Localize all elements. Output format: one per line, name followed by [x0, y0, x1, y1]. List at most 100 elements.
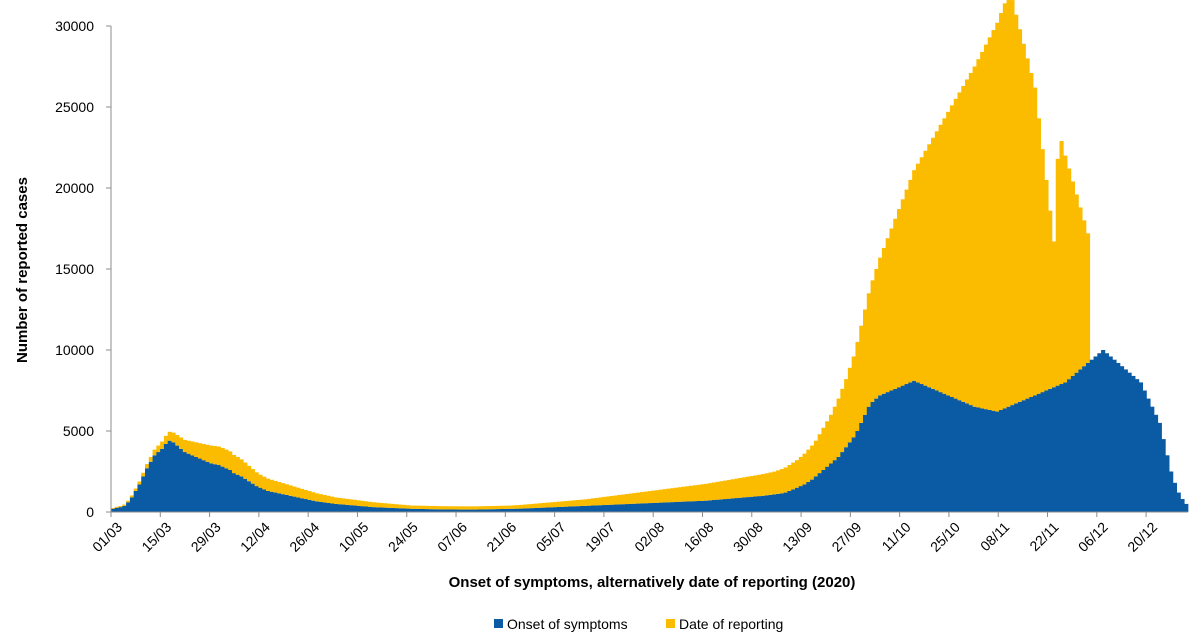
bar-onset	[1078, 369, 1083, 512]
bar-onset	[394, 508, 399, 512]
bar-onset	[1172, 482, 1178, 512]
bar-onset	[590, 505, 596, 512]
bar-onset	[360, 506, 365, 512]
bar-onset	[995, 411, 1000, 512]
bar-reporting	[636, 492, 641, 504]
bar-reporting	[961, 85, 966, 402]
bar-reporting	[322, 494, 327, 503]
bar-onset	[243, 478, 248, 512]
bar-reporting	[247, 465, 252, 482]
bar-reporting	[949, 105, 955, 397]
bar-reporting	[220, 448, 225, 467]
bar-onset	[1180, 499, 1185, 512]
bar-onset	[583, 505, 588, 512]
x-axis-title: Onset of symptoms, alternatively date of…	[449, 574, 856, 591]
bar-reporting	[829, 414, 834, 464]
plot-area	[111, 0, 1189, 512]
bar-onset	[205, 461, 210, 512]
bar-reporting	[375, 502, 380, 508]
bar-onset	[779, 493, 784, 512]
bar-reporting	[817, 434, 822, 474]
bar-reporting	[470, 506, 475, 510]
bar-reporting	[129, 495, 135, 498]
bar-reporting	[708, 483, 713, 501]
bar-reporting	[965, 79, 970, 404]
bar-reporting	[367, 501, 373, 507]
bar-onset	[292, 496, 297, 512]
bar-onset	[507, 508, 512, 512]
bar-onset	[273, 492, 278, 512]
bar-reporting	[311, 492, 316, 501]
bar-reporting	[999, 13, 1004, 410]
bar-reporting	[201, 443, 206, 461]
bar-reporting	[863, 309, 868, 415]
bar-onset	[794, 487, 800, 512]
bar-reporting	[613, 495, 618, 505]
bar-reporting	[760, 474, 766, 496]
bar-reporting	[235, 456, 240, 475]
y-tick-label: 25000	[55, 99, 94, 115]
bar-onset	[534, 507, 539, 512]
bar-onset	[749, 496, 754, 512]
bar-onset	[621, 504, 626, 512]
bar-onset	[1010, 405, 1015, 512]
bar-reporting	[624, 494, 630, 505]
legend: Onset of symptoms Date of reporting	[494, 616, 783, 632]
x-tick-label: 15/03	[138, 519, 174, 555]
bar-onset	[726, 498, 732, 512]
bar-reporting	[1044, 179, 1049, 391]
bar-reporting	[662, 489, 667, 503]
bar-reporting	[519, 504, 524, 509]
bar-reporting	[866, 293, 871, 407]
bar-onset	[866, 406, 871, 512]
bar-onset	[965, 403, 970, 512]
bar-onset	[927, 387, 932, 512]
bar-onset	[640, 503, 645, 512]
bar-reporting	[980, 51, 985, 409]
bar-reporting	[405, 505, 410, 509]
bar-onset	[228, 469, 233, 512]
bar-reporting	[757, 474, 762, 497]
bar-reporting	[424, 505, 429, 510]
bar-reporting	[179, 437, 184, 449]
bar-onset	[383, 507, 388, 512]
bar-onset	[141, 476, 146, 512]
bar-reporting	[1017, 29, 1023, 402]
bar-onset	[322, 502, 327, 512]
bar-onset	[855, 431, 860, 512]
x-tick-label: 22/11	[1026, 519, 1062, 555]
bar-reporting	[326, 495, 331, 503]
bar-onset	[111, 508, 116, 512]
bar-onset	[420, 509, 425, 512]
bar-onset	[315, 501, 320, 512]
legend-swatch-reporting	[666, 619, 675, 628]
bar-onset	[643, 503, 648, 512]
bar-onset	[579, 506, 584, 512]
bar-reporting	[167, 431, 172, 441]
bar-reporting	[265, 478, 271, 491]
bar-onset	[904, 384, 909, 512]
bar-onset	[337, 504, 342, 512]
bar-reporting	[991, 30, 996, 411]
bar-reporting	[1029, 72, 1034, 397]
bar-onset	[957, 400, 962, 512]
bar-reporting	[224, 449, 229, 469]
bar-reporting	[1082, 220, 1087, 367]
bar-onset	[538, 507, 543, 512]
bar-reporting	[175, 435, 180, 446]
bar-onset	[262, 489, 267, 512]
bar-onset	[719, 499, 724, 512]
bar-reporting	[337, 497, 342, 505]
bar-onset	[1063, 382, 1068, 512]
bar-reporting	[564, 500, 569, 507]
bar-reporting	[262, 476, 267, 490]
bar-onset	[1040, 392, 1045, 512]
bar-reporting	[572, 500, 577, 507]
bar-onset	[118, 507, 123, 512]
bar-reporting	[972, 66, 977, 407]
bar-onset	[908, 382, 913, 512]
bar-reporting	[976, 59, 981, 408]
bar-reporting	[987, 37, 992, 410]
bar-onset	[530, 508, 535, 512]
bar-reporting	[485, 506, 490, 510]
